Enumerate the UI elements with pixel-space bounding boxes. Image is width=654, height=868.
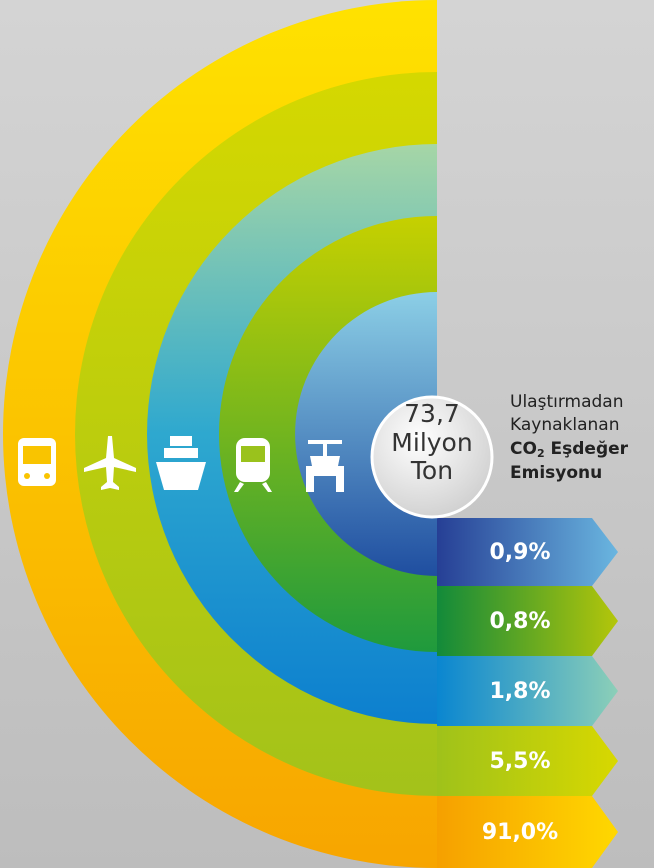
plane-icon [84, 436, 136, 490]
caption: Kaynaklanan [510, 415, 619, 435]
train-icon [234, 438, 272, 492]
segment-arrow [437, 726, 618, 796]
segment-label: 0,8% [489, 609, 550, 634]
segment-label: 0,9% [489, 540, 550, 565]
segment-arrow [437, 796, 618, 868]
center-badge [370, 395, 494, 519]
caption: 2 [537, 447, 545, 460]
center-text: Ton [410, 456, 453, 485]
pipeline-icon [306, 440, 344, 492]
segment-arrow [437, 518, 618, 586]
ship-icon [156, 436, 206, 490]
caption: Eşdeğer [545, 439, 629, 459]
segment-label: 1,8% [489, 679, 550, 704]
strips: 0,9% 0,8% 1,8% 5,5% 91,0% [437, 518, 618, 868]
segment-arrow [437, 586, 618, 656]
caption: CO2 Eşdeğer [510, 439, 629, 460]
center-text: Milyon [391, 428, 472, 457]
caption: Ulaştırmadan [510, 392, 623, 412]
segment-label: 91,0% [482, 820, 558, 845]
icons [18, 436, 344, 492]
center-text: 73,7 [404, 399, 460, 428]
caption: Emisyonu [510, 463, 602, 483]
bus-icon [18, 438, 56, 486]
caption: CO [510, 439, 537, 459]
segment-label: 5,5% [489, 749, 550, 774]
segment-arrow [437, 656, 618, 726]
